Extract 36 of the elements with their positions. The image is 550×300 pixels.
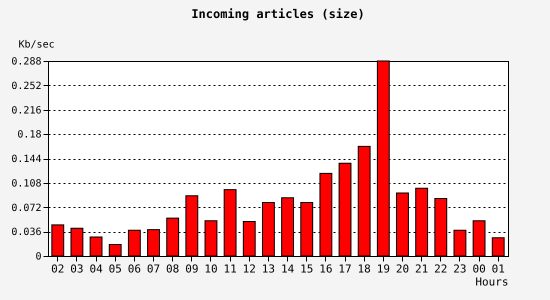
y-tick-label: 0.216 [11, 105, 42, 116]
x-tick-label: 02 [51, 262, 64, 276]
x-tick-label: 23 [453, 262, 467, 276]
chart-title: Incoming articles (size) [191, 7, 365, 21]
x-tick-label: 12 [242, 262, 256, 276]
x-tick-label: 03 [70, 262, 84, 276]
x-axis-title: Hours [475, 276, 508, 288]
x-tick-label: 21 [415, 262, 428, 276]
x-tick-label: 17 [338, 262, 352, 276]
x-tick-label: 00 [472, 262, 486, 276]
y-axis-title: Kb/sec [18, 40, 55, 50]
x-tick-label: 01 [492, 262, 505, 276]
x-tick-label: 10 [204, 262, 218, 276]
y-tick-label: 0.288 [11, 56, 42, 68]
x-tick-label: 22 [434, 262, 448, 276]
y-tick-label: 0.144 [11, 154, 42, 165]
x-tick-label: 14 [280, 262, 295, 276]
y-tick-label: 0.18 [17, 130, 42, 141]
x-tick-label: 13 [262, 262, 276, 276]
y-tick-label: 0.108 [11, 178, 42, 190]
x-tick-label: 11 [224, 262, 237, 276]
x-tick-label: 20 [396, 262, 410, 276]
x-tick-label: 19 [376, 262, 390, 276]
y-tick-label: 0 [35, 252, 42, 262]
x-tick-label: 15 [300, 262, 314, 276]
x-tick-label: 07 [146, 262, 160, 276]
x-tick-label: 16 [319, 262, 332, 276]
x-tick-label: 08 [166, 262, 180, 276]
y-tick-label: 0.036 [11, 227, 42, 238]
x-tick-label: 05 [108, 262, 122, 276]
y-tick-label: 0.072 [11, 202, 42, 214]
x-tick-label: 04 [89, 262, 104, 276]
x-tick-label: 18 [358, 262, 371, 276]
y-tick-label: 0.252 [11, 80, 42, 92]
x-tick-label: 09 [185, 262, 198, 276]
x-tick-label: 06 [128, 262, 141, 276]
